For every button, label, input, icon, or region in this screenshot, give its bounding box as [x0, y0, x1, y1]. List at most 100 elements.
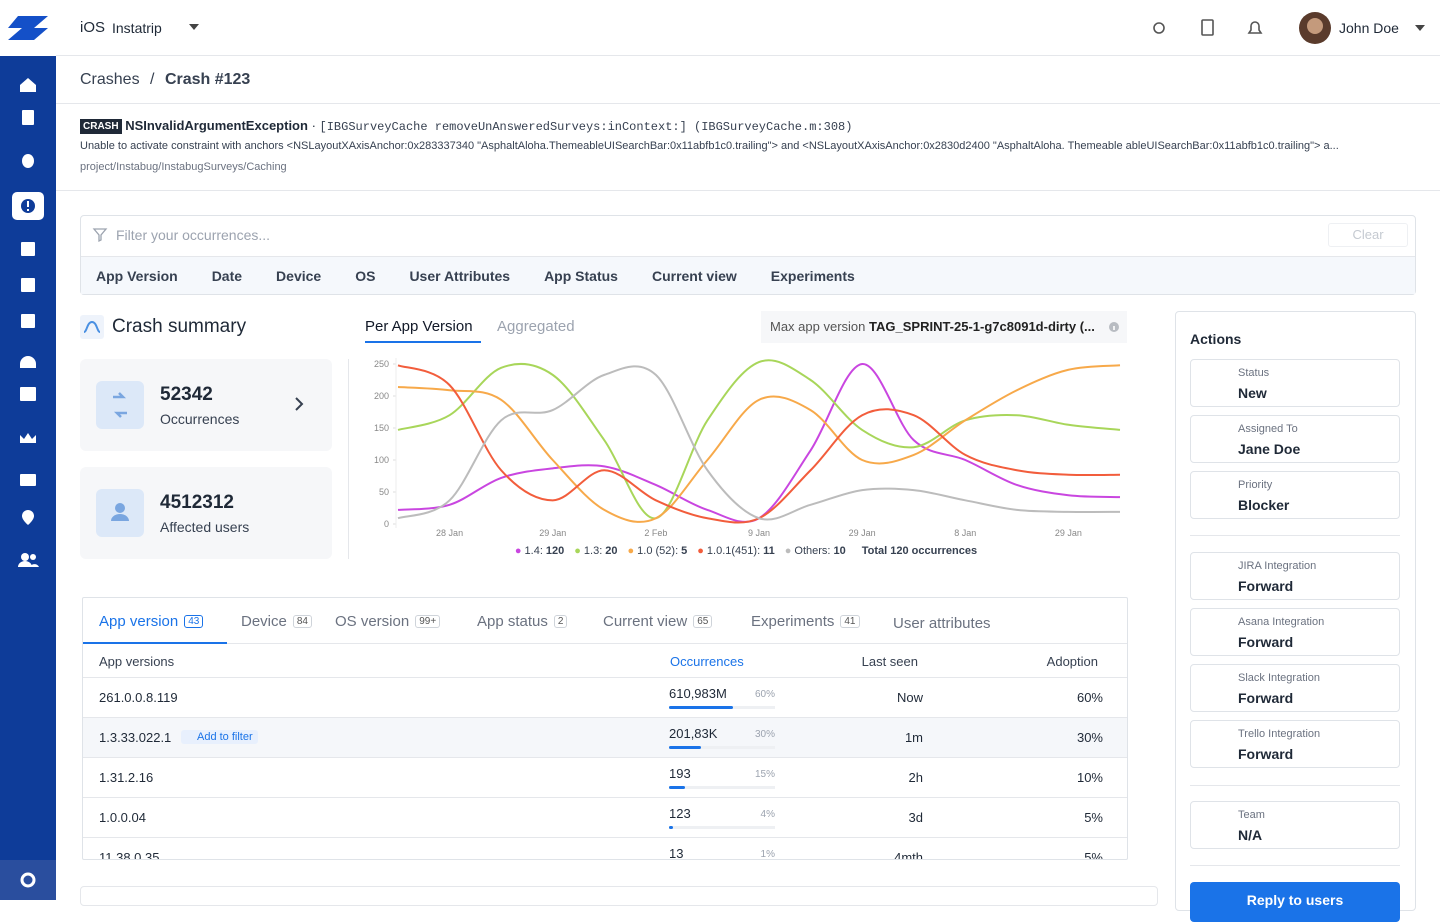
filter-dropdown[interactable]: Experiments: [771, 266, 863, 284]
share-track: [669, 826, 775, 829]
column-label: Occurrences: [670, 654, 744, 669]
info-icon[interactable]: [1108, 321, 1120, 333]
action-item[interactable]: Assigned To Jane Doe: [1190, 415, 1400, 463]
legend-name: Others:: [794, 545, 830, 557]
filter-dropdown[interactable]: Date: [212, 266, 250, 284]
table-row: 11.38.0.35 13 1% 4mth 5%: [83, 838, 1127, 860]
legend-dot: ●: [697, 545, 704, 557]
reply-button[interactable]: Reply to users: [1190, 882, 1400, 922]
filter-dropdown-label: App Status: [544, 268, 618, 284]
separator: [1190, 865, 1400, 866]
share-bar: [669, 706, 733, 709]
summary-title: Crash summary: [112, 316, 247, 337]
filter-dropdown[interactable]: OS: [355, 266, 383, 284]
action-item[interactable]: Priority Blocker: [1190, 471, 1400, 519]
legend-dot: ●: [628, 545, 635, 557]
column-header[interactable]: Occurrences: [670, 654, 749, 670]
legend-dot: ●: [515, 545, 522, 557]
action-value: Forward: [1238, 578, 1294, 594]
chart-tab-active[interactable]: Per App Version: [365, 318, 473, 335]
sidebar-icons: [0, 78, 56, 900]
column-label: Adoption: [1046, 654, 1098, 669]
legend-total: Total 120 occurrences: [862, 545, 977, 557]
chart-tab-underline: [365, 341, 481, 343]
series-line: [397, 365, 1121, 521]
table-tab[interactable]: App status 2: [477, 613, 568, 630]
summary-icon: [80, 315, 104, 339]
breadcrumb-parent[interactable]: Crashes: [80, 71, 140, 88]
crash-path: project/Instabug/InstabugSurveys/Caching: [80, 161, 287, 173]
user-avatar[interactable]: [1298, 11, 1332, 45]
filter-dropdown[interactable]: App Version: [96, 266, 186, 284]
table-row: 261.0.0.8.119 610,983M 60% Now 60%: [83, 678, 1127, 718]
add-to-filter[interactable]: Add to filter: [181, 730, 258, 744]
users-icon: [96, 489, 144, 537]
action-item[interactable]: Team N/A: [1190, 801, 1400, 849]
legend-name: 1.3:: [584, 545, 602, 557]
action-item[interactable]: Slack Integration Forward: [1190, 664, 1400, 712]
action-item[interactable]: JIRA Integration Forward: [1190, 552, 1400, 600]
app-name[interactable]: Instatrip: [112, 20, 162, 36]
action-item[interactable]: Trello Integration Forward: [1190, 720, 1400, 768]
x-tick-label: 29 Jan: [1055, 528, 1082, 538]
share-bar: [669, 786, 685, 789]
occurrences: 610,983M: [669, 686, 727, 701]
y-tick-label: 100: [374, 455, 389, 465]
tab-label: Experiments: [751, 613, 835, 630]
crash-title: CRASH NSInvalidArgumentException · [IBGS…: [80, 118, 852, 134]
share-label: 60%: [754, 689, 775, 700]
action-value: New: [1238, 385, 1267, 401]
table-tab[interactable]: User attributes: [893, 613, 1001, 632]
tab-count: 84: [292, 615, 312, 628]
column-header[interactable]: Last seen: [862, 654, 923, 670]
exception: NSInvalidArgumentException: [125, 118, 308, 133]
action-item[interactable]: Asana Integration Forward: [1190, 608, 1400, 656]
table-tab[interactable]: App version 43: [99, 613, 204, 630]
occurrences-arrow[interactable]: [292, 396, 306, 412]
tab-underline: [83, 642, 227, 644]
breadcrumb-separator: /: [150, 71, 155, 88]
breakdown-table: App version 43 Device 84 OS version 99+ App st…: [82, 597, 1128, 860]
version: 1.31.2.16: [99, 770, 154, 785]
last-seen: Now: [896, 690, 923, 705]
filter-dropdown[interactable]: Device: [276, 266, 329, 284]
version: 261.0.0.8.119: [99, 690, 178, 705]
share-track: [669, 746, 775, 749]
action-item[interactable]: Status New: [1190, 359, 1400, 407]
x-tick-label: 29 Jan: [539, 528, 566, 538]
adoption: 5%: [1084, 850, 1103, 860]
chart-tab[interactable]: Aggregated: [497, 318, 575, 335]
tab-count: 2: [553, 615, 568, 628]
table-tab[interactable]: Experiments 41: [751, 613, 860, 630]
table-tab[interactable]: Current view 65: [603, 613, 713, 630]
next-panel: [80, 886, 1158, 906]
max-version: Max app version TAG_SPRINT-25-1-g7c8091d…: [761, 311, 1127, 343]
action-label: Status: [1238, 367, 1270, 379]
top-icons[interactable]: [1148, 16, 1278, 40]
filter-dropdown[interactable]: User Attributes: [409, 266, 518, 284]
column-label: App versions: [99, 654, 175, 669]
user-caret[interactable]: [1414, 24, 1426, 32]
legend-name: 1.4:: [525, 545, 543, 557]
users-label: Affected users: [160, 519, 250, 535]
filter-input[interactable]: Filter your occurrences...: [116, 227, 271, 243]
action-label: Trello Integration: [1238, 728, 1321, 740]
user-name[interactable]: John Doe: [1339, 20, 1399, 36]
column-header[interactable]: Adoption: [1047, 654, 1103, 670]
y-tick-label: 200: [374, 391, 389, 401]
filter-dropdown[interactable]: Current view: [652, 266, 745, 284]
table-tab[interactable]: OS version 99+: [335, 613, 441, 630]
series-line: [397, 362, 1121, 523]
legend-dot: ●: [574, 545, 581, 557]
filter-dropdown[interactable]: App Status: [544, 266, 626, 284]
table-row: 1.0.0.04 123 4% 3d 5%: [83, 798, 1127, 838]
clear-button[interactable]: Clear: [1328, 223, 1408, 247]
action-value: N/A: [1238, 827, 1263, 843]
table-row: 1.31.2.16 193 15% 2h 10%: [83, 758, 1127, 798]
column-header[interactable]: App versions: [99, 654, 179, 670]
filter-icon: [92, 228, 108, 243]
y-tick-label: 0: [384, 519, 389, 529]
x-tick-label: 28 Jan: [436, 528, 463, 538]
table-tab[interactable]: Device 84: [241, 613, 312, 630]
app-caret[interactable]: [188, 23, 200, 31]
